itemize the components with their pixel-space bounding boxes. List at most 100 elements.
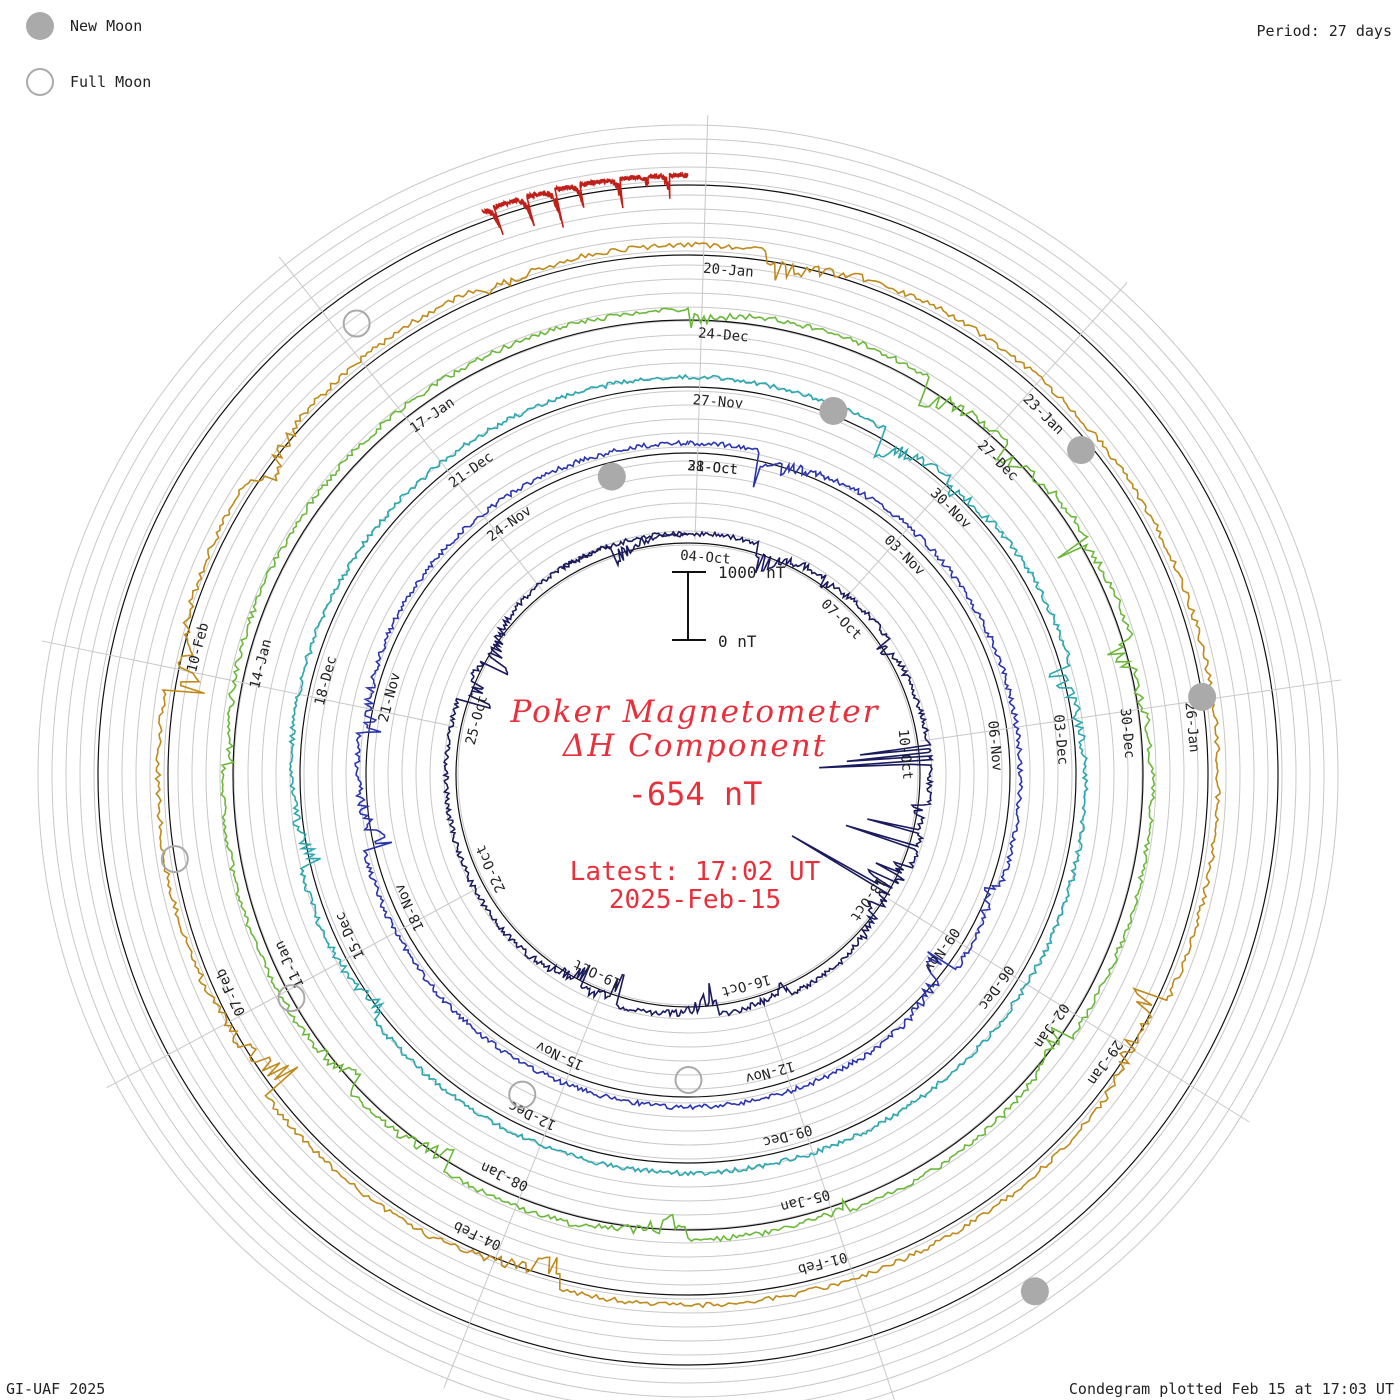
date-label: 16-Oct [719, 971, 772, 1000]
latest-date: 2025-Feb-15 [608, 885, 782, 915]
grid-ring [429, 516, 947, 1034]
grid-ring [387, 474, 989, 1076]
grid-ring [163, 250, 1213, 1300]
new-moon-marker [597, 462, 626, 491]
legend-new-moon: New Moon [26, 12, 142, 40]
date-label: 31-Oct [687, 458, 739, 478]
day-spoke [920, 679, 1342, 742]
trace-line [442, 530, 935, 1019]
grid-ring [345, 432, 1031, 1118]
grid-ring [401, 488, 975, 1062]
new-moon-marker [1188, 682, 1217, 711]
latest-block: Latest: 17:02 UT 2025-Feb-15 [440, 858, 950, 914]
grid-ring [37, 124, 1339, 1400]
grid-ring [359, 446, 1017, 1104]
grid-rings [37, 124, 1339, 1400]
date-label: 17-Jan [407, 394, 457, 436]
date-label: 06-Nov [984, 720, 1005, 772]
date-label: 07-Feb [213, 966, 249, 1019]
day-spoke [443, 993, 602, 1389]
full-moon-marker [674, 1065, 703, 1094]
full-moon-marker [277, 984, 306, 1013]
grid-ring [205, 292, 1171, 1258]
grid-ring [317, 404, 1059, 1146]
legend-full-moon-label: Full Moon [70, 73, 152, 91]
date-label: 04-Oct [680, 548, 732, 568]
grid-ring [457, 544, 919, 1006]
title-block: Poker Magnetometer ΔH Component -654 nT [390, 695, 1000, 813]
scale-low-label: 0 nT [718, 632, 757, 651]
trace-line [220, 307, 1156, 1243]
day-spokes [41, 115, 1342, 1400]
grid-ring [107, 194, 1269, 1356]
day-spoke [278, 256, 543, 591]
grid-ring [121, 208, 1255, 1342]
grid-ring [65, 152, 1311, 1398]
plotted-label: Condegram plotted Feb 15 at 17:03 UT [1068, 1380, 1394, 1398]
grid-ring [261, 348, 1115, 1202]
full-moon-marker [342, 309, 371, 338]
day-spoke [41, 640, 458, 728]
grid-ring [373, 460, 1003, 1090]
new-moon-marker [819, 396, 848, 425]
date-label: 19-Oct [571, 955, 624, 991]
grid-ring [135, 222, 1241, 1328]
date-label: 15-Nov [534, 1037, 587, 1073]
grid-ring [191, 278, 1185, 1272]
day-spoke [106, 885, 482, 1089]
grid-ring [233, 320, 1143, 1230]
legend-new-moon-label: New Moon [70, 17, 143, 35]
credit-label: GI-UAF 2025 [6, 1380, 106, 1398]
legend-full-moon: Full Moon [26, 68, 151, 96]
date-label: 15-Dec [332, 909, 368, 962]
day-spoke [761, 997, 895, 1400]
baseline-ring [167, 254, 1209, 1296]
moon-markers [160, 309, 1217, 1306]
trace-line [481, 171, 689, 236]
trace-line [288, 373, 1089, 1177]
new-moon-icon [26, 12, 54, 40]
current-value: -654 nT [627, 775, 763, 813]
date-label: 12-Nov [743, 1057, 796, 1086]
new-moon-marker [1067, 436, 1096, 465]
scale-high-label: 1000 nT [718, 563, 786, 582]
chart-subtitle: ΔH Component [562, 728, 828, 764]
chart-title: Poker Magnetometer [510, 694, 880, 730]
full-moon-marker [508, 1080, 537, 1109]
scale-bar [672, 571, 706, 641]
grid-ring [247, 334, 1129, 1216]
baseline-ring [365, 452, 1011, 1098]
trace-line [154, 241, 1221, 1309]
date-label: 24-Dec [697, 325, 749, 345]
baseline-ring [299, 386, 1077, 1164]
date-label: 30-Dec [1117, 707, 1138, 759]
date-label: 28-Oct [687, 458, 739, 478]
grid-ring [177, 264, 1199, 1286]
date-label: 05-Jan [779, 1186, 832, 1215]
grid-ring [219, 306, 1157, 1244]
date-label: 08-Jan [478, 1158, 531, 1194]
date-label: 26-Jan [1181, 701, 1202, 753]
grid-ring [149, 236, 1227, 1314]
latest-time: Latest: 17:02 UT [569, 857, 821, 887]
baseline-ring [97, 184, 1279, 1366]
data-traces [154, 171, 1221, 1309]
grid-ring [303, 390, 1073, 1160]
date-label: 10-Oct [895, 728, 916, 780]
date-label: 27-Nov [692, 392, 744, 412]
baseline-ring [232, 319, 1144, 1231]
date-label: 02-Jan [1030, 1000, 1072, 1051]
date-label: 20-Jan [703, 261, 755, 281]
grid-ring [331, 418, 1045, 1132]
grid-ring [93, 180, 1283, 1370]
day-spoke [694, 115, 709, 541]
date-label: 27-Dec [974, 437, 1021, 484]
day-spoke [887, 898, 1250, 1123]
day-spoke [844, 282, 1128, 600]
period-label: Period: 27 days [1256, 22, 1392, 40]
full-moon-icon [26, 68, 54, 96]
date-label: 03-Nov [881, 532, 928, 579]
trace-line [354, 439, 1024, 1111]
grid-ring [51, 138, 1325, 1400]
